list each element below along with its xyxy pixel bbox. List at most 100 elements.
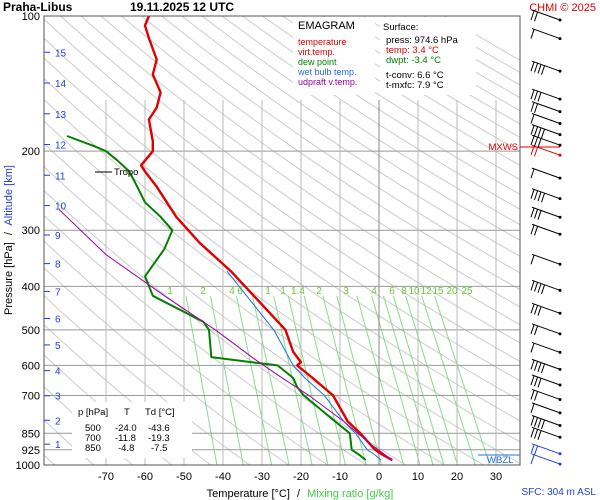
- series-line-udpraft-v-temp-: [58, 209, 393, 461]
- wind-barb: [530, 443, 562, 456]
- wind-barb-feather: [530, 454, 535, 465]
- wind-barb-feather: [537, 64, 542, 74]
- wind-barb-dot: [558, 350, 562, 354]
- wind-barb-feather: [530, 304, 535, 314]
- wind-barb-shaft: [531, 453, 561, 465]
- wind-barb-feather: [534, 147, 538, 157]
- wind-barb: [530, 358, 562, 374]
- temperature-tick-labels: -70 -60 -50 -40 -30 -20 -10 0 10 20 30: [98, 471, 502, 483]
- wind-barb-feather: [537, 138, 542, 148]
- wind-barb-feather: [534, 91, 538, 101]
- pressure-tick-label: 1000: [16, 460, 40, 472]
- wind-barb-feather: [534, 429, 538, 439]
- wind-barb: [530, 167, 562, 180]
- plot-frame: [43, 15, 521, 466]
- pressure-tick-label: 600: [22, 360, 40, 372]
- wind-barb-feather: [537, 362, 542, 372]
- wind-barb-shaft: [531, 388, 561, 400]
- dry-adiabat: [201, 16, 520, 226]
- wind-barb-feather: [537, 418, 542, 429]
- wind-barb-feather: [534, 325, 538, 336]
- wind-barb: [530, 124, 562, 139]
- temperature-tick-label: -10: [332, 471, 348, 483]
- wind-barb-feather: [534, 417, 538, 427]
- wind-barb: [530, 302, 562, 316]
- legend-item-updraft: udpraft v.temp.: [298, 77, 357, 87]
- wind-barb-feather: [541, 419, 545, 430]
- wind-barb-feather: [537, 92, 542, 102]
- y-axis-title: Pressure [hPa] / Altitude [km]: [3, 165, 15, 315]
- wind-barb-feather: [530, 89, 535, 100]
- mixing-ratio-label: 15: [432, 286, 444, 297]
- wind-barb-feather: [530, 428, 535, 438]
- mixing-ratio-label: 25: [461, 286, 473, 297]
- wind-barb-dot: [558, 176, 562, 180]
- altitude-tick-label: 2: [55, 416, 61, 427]
- wind-barb: [530, 426, 562, 440]
- table-header-td: Td [°C]: [145, 407, 175, 418]
- wind-barb-dot: [558, 121, 562, 125]
- wind-barb: [530, 388, 562, 401]
- wind-barb-shaft: [531, 167, 561, 179]
- wind-barb-shaft: [531, 188, 561, 200]
- wind-barb-feather: [537, 306, 542, 316]
- wind-barb-feather: [541, 193, 545, 203]
- dry-adiabat: [120, 16, 520, 291]
- altitude-tick-label: 10: [55, 202, 67, 213]
- pressure-tick-label: 200: [22, 146, 40, 158]
- wind-barb-shaft: [531, 415, 561, 426]
- wind-barb-feather: [537, 127, 542, 138]
- x-axis-label-temperature: Temperature [°C]: [207, 488, 290, 500]
- wind-barb-feather: [530, 10, 535, 21]
- dry-adiabat: [60, 16, 520, 344]
- wind-barb-dot: [558, 153, 562, 157]
- dry-adiabat: [100, 16, 520, 308]
- wind-barb-feather: [530, 255, 535, 265]
- surface-tmxfc: t-mxfc: 7.9 °C: [386, 80, 444, 91]
- wbzl-label: WBZL: [487, 455, 513, 466]
- mixing-ratio-line: [392, 295, 445, 465]
- mixing-ratio-line: [383, 295, 434, 465]
- pressure-tick-label: 925: [22, 445, 40, 457]
- wind-barb-dot: [558, 423, 562, 427]
- wind-barb-feather: [534, 361, 538, 371]
- wind-barb-feather: [534, 190, 538, 201]
- series-line-temperature: [139, 16, 393, 462]
- temperature-tick-label: -60: [137, 471, 153, 483]
- wind-barb-feather: [530, 324, 535, 334]
- dry-adiabat: [44, 37, 520, 382]
- surface-info: Surface: press: 974.6 hPa temp: 3.4 °C d…: [380, 17, 476, 95]
- wind-barb: [530, 374, 562, 388]
- altitude-tick-label: 7: [55, 287, 61, 298]
- wind-barb-dot: [558, 397, 562, 401]
- pressure-tick-label: 700: [22, 390, 40, 402]
- mixing-ratio-label: 12: [420, 286, 432, 297]
- mixing-ratio-line: [434, 295, 491, 465]
- wind-barb: [530, 279, 562, 295]
- mixing-ratio-label: 6: [237, 286, 243, 297]
- y-axis-label-pressure: Pressure [hPa]: [3, 242, 15, 315]
- temperature-tick-label: 20: [451, 471, 463, 483]
- mixing-ratio-label: 20: [446, 286, 458, 297]
- wind-barb-feather: [530, 416, 535, 426]
- wind-barb-shaft: [531, 60, 561, 72]
- mixing-ratio-line: [371, 295, 421, 465]
- pressure-tick-labels: 1000 925 850 700 600 500 400 300 200 100: [16, 11, 40, 472]
- wind-barb-feather: [534, 305, 538, 315]
- dry-adiabat: [181, 16, 520, 241]
- wind-barb-feather: [534, 12, 538, 22]
- wind-barb-shaft: [531, 341, 561, 353]
- legend: EMAGRAM temperature virt.temp. dew point…: [293, 17, 375, 95]
- wind-barb-dot: [558, 452, 562, 456]
- table-cell: -11.8: [115, 433, 136, 444]
- mixing-ratio-line: [236, 295, 273, 465]
- altitude-tick-label: 13: [55, 110, 67, 121]
- wind-barb-shaft: [531, 358, 561, 370]
- altitude-tick-label: 8: [55, 260, 61, 271]
- table-header-p: p [hPa]: [78, 407, 108, 418]
- wind-barb-dot: [558, 435, 562, 439]
- temperature-tick-label: -70: [98, 471, 114, 483]
- wind-barb-dot: [558, 110, 562, 114]
- wind-barb: [530, 323, 562, 336]
